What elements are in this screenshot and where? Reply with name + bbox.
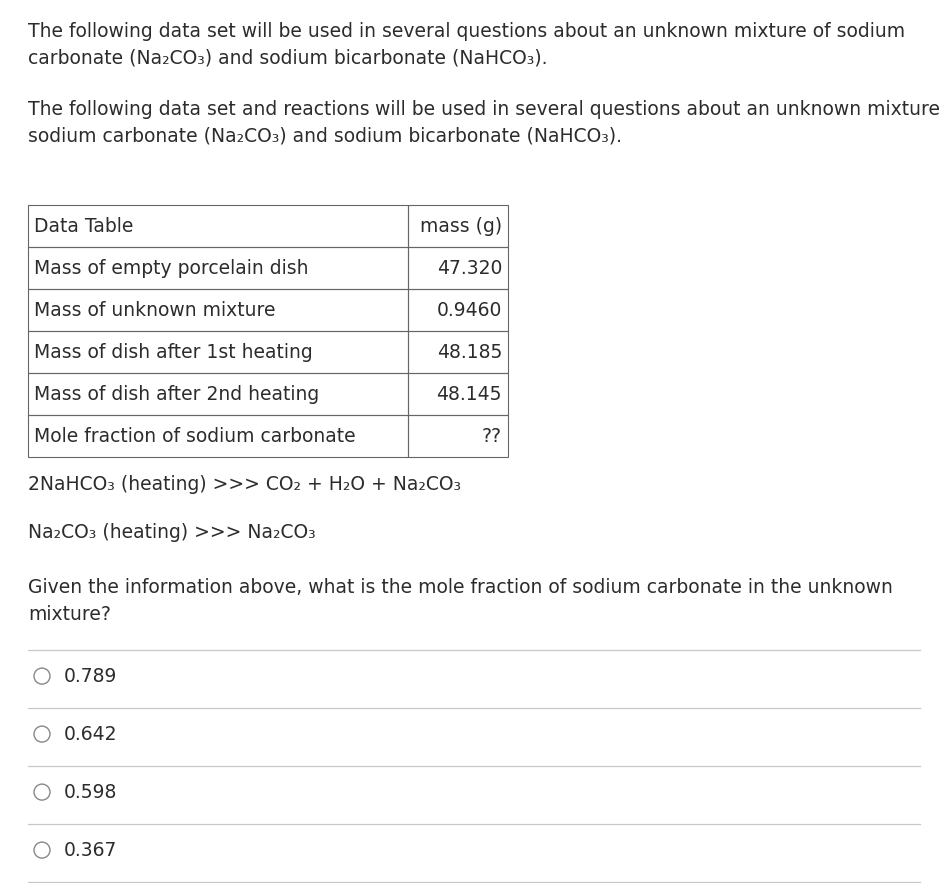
Text: 2NaHCO₃ (heating) >>> CO₂ + H₂O + Na₂CO₃: 2NaHCO₃ (heating) >>> CO₂ + H₂O + Na₂CO₃ bbox=[28, 475, 462, 494]
Text: ??: ?? bbox=[482, 426, 502, 446]
Text: and reactions: and reactions bbox=[242, 100, 375, 119]
Text: will be used in several questions about an unknown mixture of: will be used in several questions about … bbox=[375, 100, 940, 119]
Bar bbox=[408, 247, 508, 289]
Text: mixture?: mixture? bbox=[28, 605, 111, 624]
Bar bbox=[28, 331, 408, 373]
Text: sodium carbonate (Na₂CO₃) and sodium bicarbonate (NaHCO₃).: sodium carbonate (Na₂CO₃) and sodium bic… bbox=[28, 127, 622, 146]
Text: Mass of unknown mixture: Mass of unknown mixture bbox=[34, 300, 275, 320]
Bar bbox=[28, 205, 408, 247]
Bar bbox=[28, 247, 408, 289]
Text: Mass of dish after 2nd heating: Mass of dish after 2nd heating bbox=[34, 384, 320, 404]
Text: 48.185: 48.185 bbox=[436, 343, 502, 361]
Text: mass (g): mass (g) bbox=[420, 216, 502, 236]
Bar bbox=[408, 289, 508, 331]
Text: Data Table: Data Table bbox=[34, 216, 133, 236]
Bar bbox=[28, 415, 408, 457]
Text: 0.9460: 0.9460 bbox=[436, 300, 502, 320]
Bar bbox=[408, 373, 508, 415]
Bar bbox=[28, 373, 408, 415]
Text: 0.789: 0.789 bbox=[64, 667, 118, 685]
Text: 0.642: 0.642 bbox=[64, 725, 118, 743]
Text: 0.598: 0.598 bbox=[64, 782, 118, 802]
Text: Given the information above, what is the mole fraction of sodium carbonate in th: Given the information above, what is the… bbox=[28, 578, 893, 597]
Text: Mass of dish after 1st heating: Mass of dish after 1st heating bbox=[34, 343, 313, 361]
Text: Mole fraction of sodium carbonate: Mole fraction of sodium carbonate bbox=[34, 426, 355, 446]
Bar bbox=[408, 415, 508, 457]
Text: The following data set: The following data set bbox=[28, 100, 242, 119]
Text: carbonate (Na₂CO₃) and sodium bicarbonate (NaHCO₃).: carbonate (Na₂CO₃) and sodium bicarbonat… bbox=[28, 48, 547, 67]
Text: 47.320: 47.320 bbox=[436, 259, 502, 277]
Text: The following data set will be used in several questions about an unknown mixtur: The following data set will be used in s… bbox=[28, 22, 905, 41]
Bar bbox=[408, 205, 508, 247]
Bar bbox=[408, 331, 508, 373]
Text: 0.367: 0.367 bbox=[64, 841, 118, 859]
Text: 48.145: 48.145 bbox=[436, 384, 502, 404]
Text: Na₂CO₃ (heating) >>> Na₂CO₃: Na₂CO₃ (heating) >>> Na₂CO₃ bbox=[28, 523, 316, 542]
Bar bbox=[28, 289, 408, 331]
Text: Mass of empty porcelain dish: Mass of empty porcelain dish bbox=[34, 259, 308, 277]
